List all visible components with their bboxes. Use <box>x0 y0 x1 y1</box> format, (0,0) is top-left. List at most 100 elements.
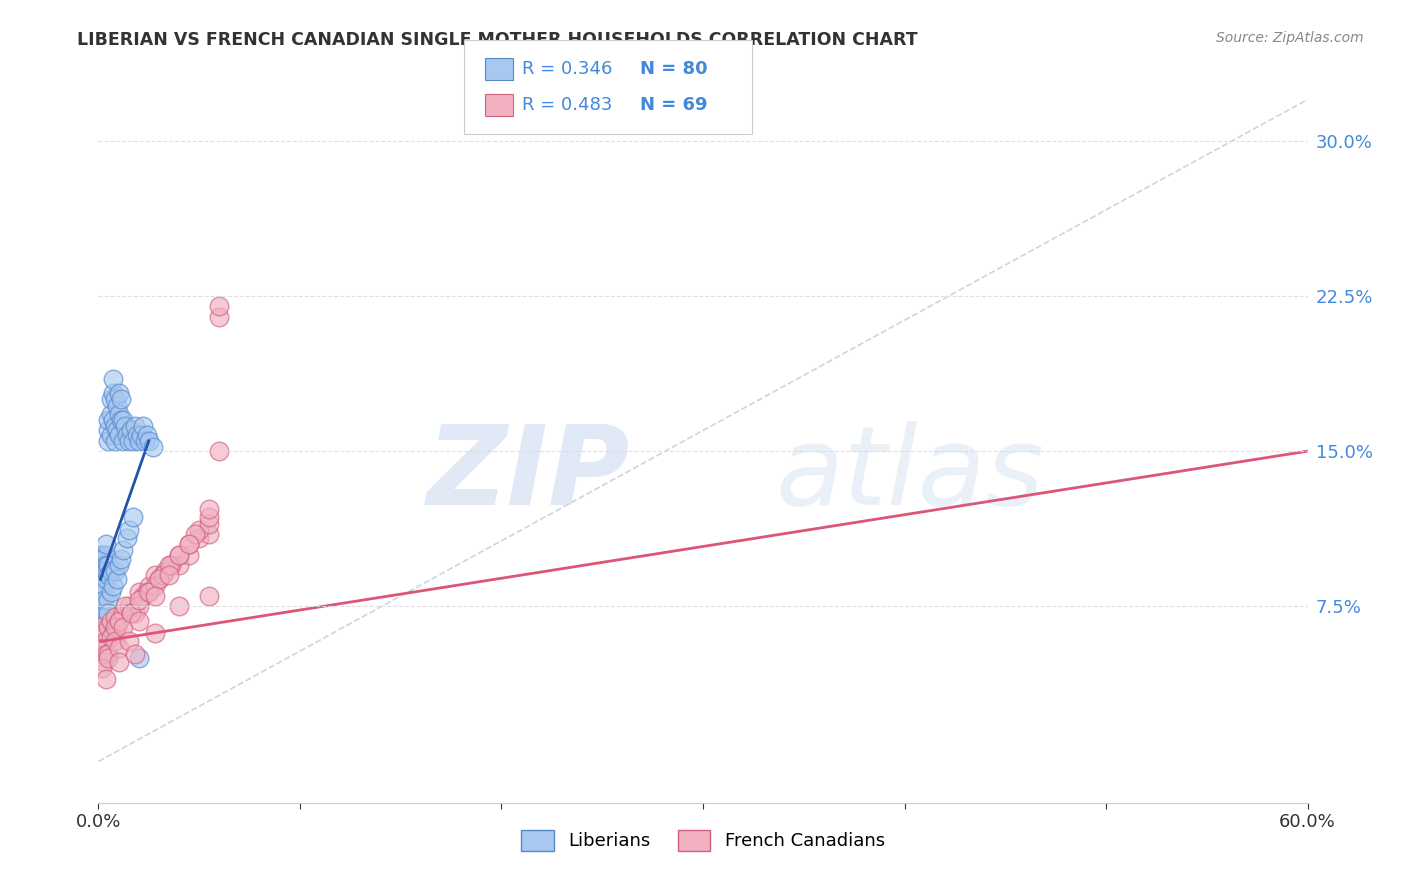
Point <box>110 392 132 407</box>
Point <box>111 620 134 634</box>
Text: ZIP: ZIP <box>427 421 630 528</box>
Point <box>100 564 122 578</box>
Text: R = 0.483: R = 0.483 <box>522 95 612 114</box>
Point <box>91 548 114 562</box>
Point <box>118 434 141 448</box>
Point <box>91 630 114 644</box>
Point <box>107 655 129 669</box>
Point <box>93 573 115 587</box>
Point <box>100 392 122 407</box>
Point <box>143 579 166 593</box>
Point <box>143 626 166 640</box>
Point <box>142 440 165 454</box>
Point <box>103 634 125 648</box>
Point <box>132 419 155 434</box>
Point <box>97 620 120 634</box>
Point <box>91 640 114 655</box>
Point <box>107 614 129 628</box>
Point <box>96 573 118 587</box>
Point <box>111 543 134 558</box>
Point <box>124 606 146 620</box>
Point <box>107 386 129 401</box>
Point <box>97 424 120 438</box>
Point <box>107 640 129 655</box>
Point <box>120 606 142 620</box>
Point <box>167 558 190 572</box>
Point <box>93 626 115 640</box>
Point <box>96 647 118 661</box>
Point <box>96 606 118 620</box>
Point <box>128 434 150 448</box>
Point <box>198 510 221 524</box>
Point <box>93 558 115 572</box>
Point <box>110 551 132 566</box>
Point <box>107 614 129 628</box>
Point <box>208 444 231 458</box>
Point <box>157 568 180 582</box>
Point <box>111 413 134 427</box>
Point <box>110 413 132 427</box>
Point <box>89 548 111 562</box>
Point <box>105 424 128 438</box>
Point <box>97 558 120 572</box>
Point <box>188 523 211 537</box>
Point <box>129 427 152 442</box>
Point <box>153 564 176 578</box>
Point <box>208 299 231 313</box>
Point <box>115 531 138 545</box>
Point <box>101 579 124 593</box>
Point <box>97 568 120 582</box>
Point <box>93 655 115 669</box>
Text: Source: ZipAtlas.com: Source: ZipAtlas.com <box>1216 31 1364 45</box>
Point <box>115 427 138 442</box>
Point <box>138 579 160 593</box>
Point <box>184 527 207 541</box>
Point <box>101 372 124 386</box>
Point <box>128 651 150 665</box>
Point <box>96 548 118 562</box>
Point <box>111 434 134 448</box>
Point <box>125 427 148 442</box>
Point <box>208 310 231 324</box>
Point <box>105 620 128 634</box>
Point <box>121 510 143 524</box>
Point <box>143 589 166 603</box>
Point <box>100 584 122 599</box>
Point <box>198 516 221 531</box>
Point <box>100 407 122 421</box>
Point <box>134 434 156 448</box>
Point <box>97 434 120 448</box>
Point <box>100 614 122 628</box>
Point <box>101 386 124 401</box>
Point <box>91 558 114 572</box>
Point <box>100 427 122 442</box>
Point <box>128 599 150 614</box>
Point <box>91 599 114 614</box>
Point <box>93 556 115 570</box>
Point <box>167 548 190 562</box>
Point <box>103 419 125 434</box>
Point <box>107 427 129 442</box>
Point <box>135 427 157 442</box>
Point <box>103 620 125 634</box>
Point <box>188 531 211 545</box>
Text: N = 69: N = 69 <box>640 95 707 114</box>
Point <box>96 634 118 648</box>
Point <box>97 606 120 620</box>
Point <box>91 620 114 634</box>
Point <box>128 614 150 628</box>
Point <box>93 579 115 593</box>
Point <box>198 527 221 541</box>
Point <box>93 614 115 628</box>
Point <box>120 606 142 620</box>
Text: R = 0.346: R = 0.346 <box>522 60 612 78</box>
Point <box>93 551 115 566</box>
Legend: Liberians, French Canadians: Liberians, French Canadians <box>515 822 891 858</box>
Point <box>96 558 118 572</box>
Point <box>198 589 221 603</box>
Point <box>89 568 111 582</box>
Point <box>138 584 160 599</box>
Point <box>124 647 146 661</box>
Text: N = 80: N = 80 <box>640 60 707 78</box>
Point <box>89 606 111 620</box>
